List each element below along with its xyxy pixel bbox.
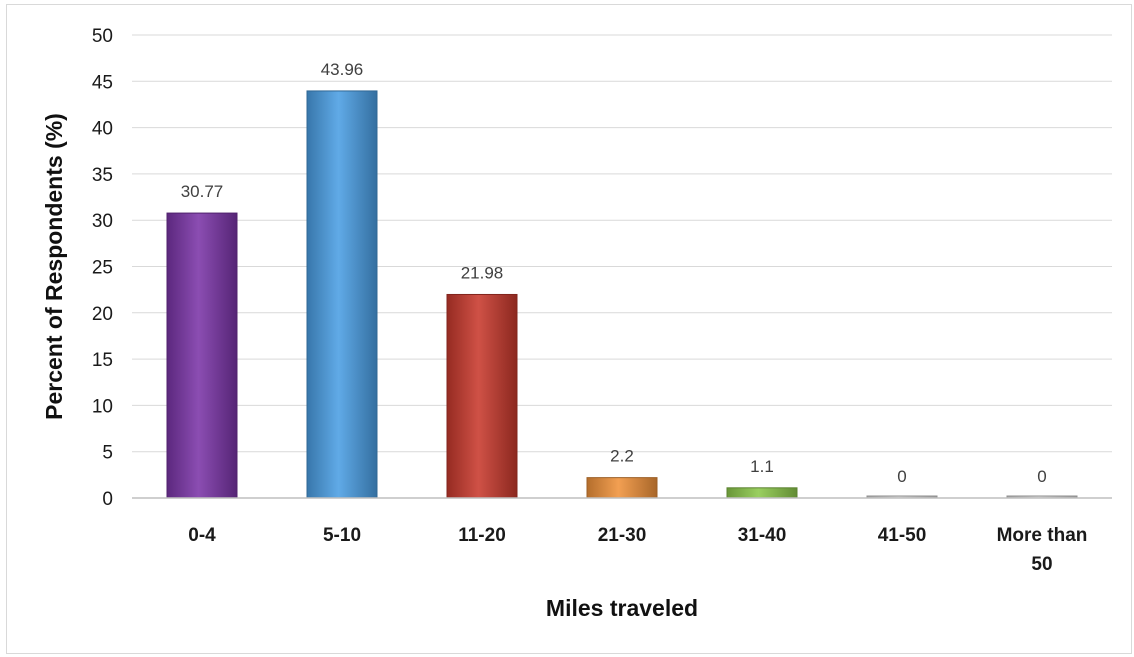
y-tick-label: 0 (102, 489, 113, 510)
data-labels: 30.77 43.96 21.98 2.2 1.1 0 0 (181, 60, 1047, 486)
bars (166, 90, 1078, 499)
bar-0-4 (166, 212, 238, 499)
x-tick-label: 5-10 (323, 525, 361, 546)
x-axis-title: Miles traveled (546, 595, 698, 621)
x-tick-label: 11-20 (458, 525, 506, 546)
bar-31-40 (726, 487, 798, 499)
y-tick-label: 5 (102, 443, 113, 464)
y-tick-label: 45 (92, 72, 113, 93)
data-label: 21.98 (461, 263, 504, 282)
data-label: 30.77 (181, 182, 224, 201)
bar-21-30 (586, 477, 658, 499)
bar-11-20 (446, 293, 518, 499)
y-tick-label: 50 (92, 26, 113, 47)
x-tick-label: 31-40 (738, 525, 787, 546)
y-tick-label: 35 (92, 165, 113, 186)
y-tick-label: 10 (92, 396, 113, 417)
data-label: 43.96 (321, 60, 364, 79)
x-tick-label: 50 (1031, 554, 1052, 575)
y-axis-ticks: 0 5 10 15 20 25 30 35 40 45 50 (92, 26, 113, 510)
data-label: 0 (1037, 467, 1046, 486)
x-tick-label: 41-50 (878, 525, 927, 546)
gridlines (132, 34, 1112, 453)
y-tick-label: 30 (92, 211, 113, 232)
x-tick-label: 21-30 (598, 525, 647, 546)
x-axis-categories: 0-4 5-10 11-20 21-30 31-40 41-50 More than 50 (188, 525, 1087, 575)
y-tick-label: 40 (92, 119, 113, 140)
y-tick-label: 20 (92, 304, 113, 325)
x-tick-label: More than (997, 525, 1088, 546)
bar-5-10 (306, 90, 378, 499)
x-tick-label: 0-4 (188, 525, 216, 546)
data-label: 1.1 (750, 457, 774, 476)
y-axis-title: Percent of Respondents (%) (41, 113, 67, 420)
y-tick-label: 15 (92, 350, 113, 371)
data-label: 0 (897, 467, 906, 486)
data-label: 2.2 (610, 447, 634, 466)
y-tick-label: 25 (92, 258, 113, 279)
